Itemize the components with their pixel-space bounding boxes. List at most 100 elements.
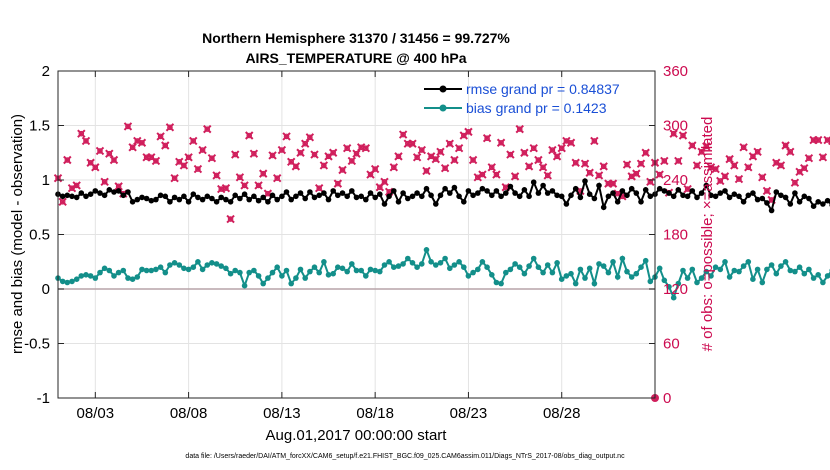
bias-point [223,265,229,272]
obs-count-point [273,173,282,183]
bias-point [512,261,518,267]
bias-point [745,259,752,265]
obs-count-stroke [72,181,81,190]
obs-count-point [240,181,249,190]
bias-point [642,257,649,264]
obs-count-stroke [128,143,137,152]
rmse-point [824,197,830,204]
rmse-point [115,188,122,194]
y2-axis-label: # of obs: o=possible; ×=assimilated [699,117,716,352]
obs-count-circle [820,154,826,161]
rmse-point [223,196,229,203]
bias-point [810,275,817,281]
legend-bias-label: bias grand pr = 0.1423 [466,100,607,116]
obs-count-circle [591,138,598,144]
bias-point [64,279,71,286]
obs-count-stroke [608,179,618,188]
obs-count-point [408,139,417,148]
bias-point [610,259,616,265]
rmse-point [363,196,369,203]
bias-point [442,255,448,262]
obs-count-stroke [361,144,371,153]
obs-count-circle [764,188,770,194]
bias-point [437,260,444,266]
obs-count-point [506,150,515,159]
bias-point [311,264,318,271]
obs-count-circle [409,140,416,147]
rmse-point [787,201,794,207]
obs-count-stroke [548,145,557,155]
obs-count-circle [335,180,341,187]
obs-count-point [105,149,114,158]
obs-count-circle [750,153,756,160]
obs-count-stroke [184,153,193,162]
x-axis-label: Aug.01,2017 00:00:00 start [266,427,448,444]
obs-count-circle [330,149,336,156]
rmse-point [176,196,183,203]
rmse-point [806,195,812,202]
obs-count-circle [535,157,542,163]
bias-point [246,269,252,276]
obs-count-stroke [408,139,417,148]
obs-count-point [412,153,422,162]
rmse-point [419,193,425,200]
rmse-point [265,199,271,205]
bias-point [493,279,500,286]
bias-point [381,262,388,268]
obs-count-circle [694,162,700,169]
obs-count-circle [302,140,308,147]
obs-count-circle [432,156,439,162]
obs-count-point [380,177,389,187]
obs-count-stroke [496,138,506,147]
obs-count-point [790,178,800,187]
rmse-point [544,190,551,196]
bias-point [423,247,430,253]
obs-count-stroke [412,153,422,162]
bias-point [195,259,201,265]
rmse-point [148,197,155,204]
bias-point [740,263,747,269]
rmse-point [316,192,323,199]
rmse-point [97,190,103,196]
obs-count-point [608,179,618,188]
obs-count-stroke [678,131,688,140]
obs-count-circle [274,175,281,181]
obs-count-stroke [683,184,692,194]
obs-count-point [109,155,119,165]
obs-count-circle [213,172,220,179]
y2-tick-label: 240 [663,172,688,189]
bias-point [526,263,532,269]
obs-count-circle [363,145,369,152]
obs-count-stroke [273,173,282,183]
bias-point [87,273,94,279]
obs-count-circle [778,162,784,169]
obs-count-stroke [193,164,203,174]
obs-count-point [622,160,632,169]
obs-count-circle [265,190,271,197]
rmse-point [367,190,374,196]
rmse-point [638,199,644,205]
bias-point [591,280,598,287]
bias-point [535,264,542,271]
obs-count-circle [759,174,766,181]
bias-point [801,270,808,277]
obs-count-point [389,163,399,172]
obs-count-stroke [394,152,403,161]
obs-count-stroke [580,159,590,168]
obs-count-circle [101,179,108,185]
rmse-point [717,190,724,196]
obs-count-stroke [529,144,538,153]
obs-count-point [398,130,408,139]
obs-count-point [370,164,380,174]
bias-point [661,277,668,284]
obs-count-circle [558,145,565,152]
obs-count-stroke [380,177,389,187]
bias-point [69,278,75,285]
obs-count-point [786,147,795,157]
bias-point [190,264,197,271]
rmse-point [722,188,728,194]
bias-point [754,266,761,273]
obs-count-stroke [534,155,543,165]
obs-count-point [189,136,198,146]
obs-count-stroke [552,152,562,161]
